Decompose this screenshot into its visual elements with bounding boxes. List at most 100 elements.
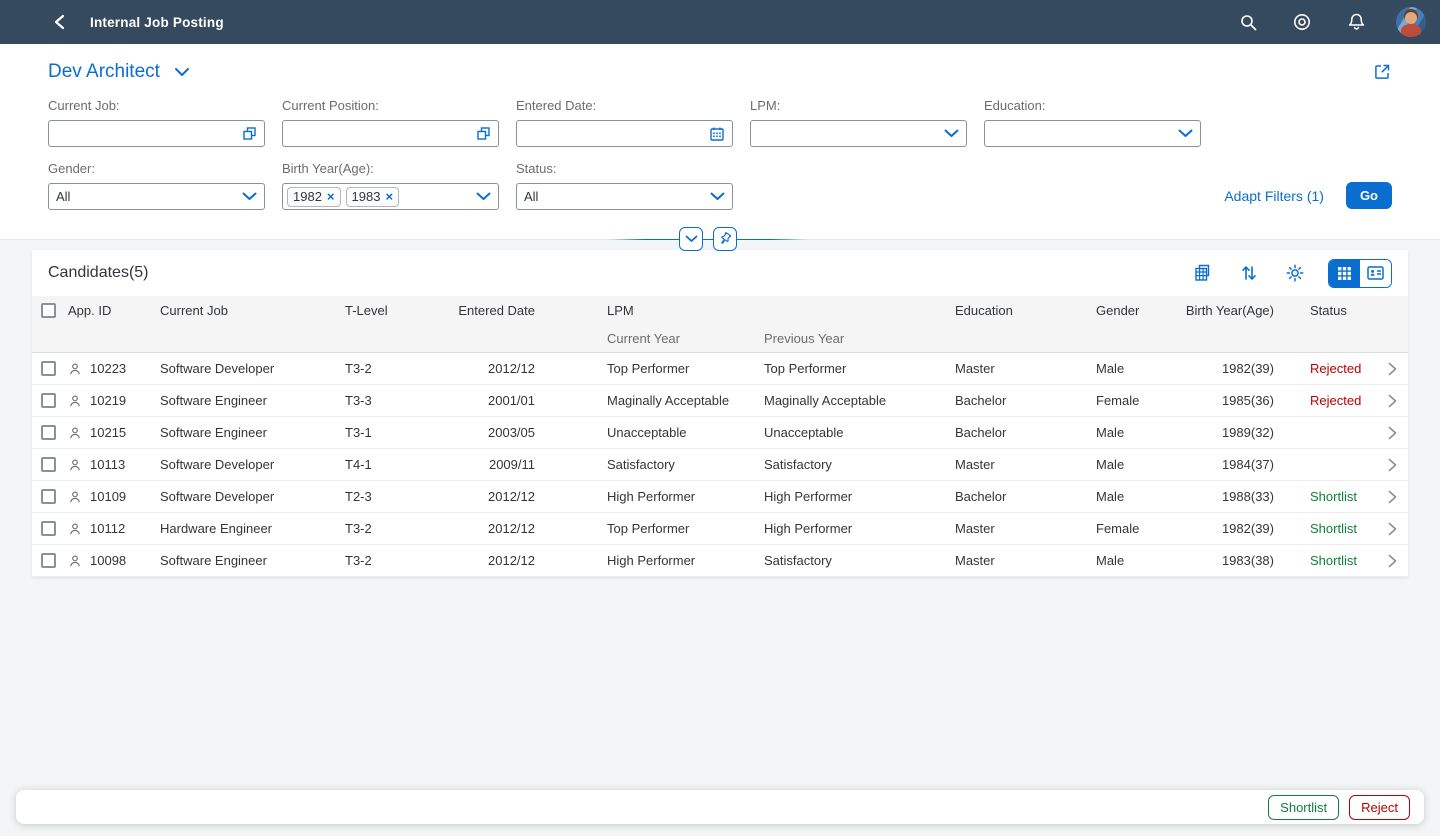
column-header-current-job[interactable]: Current Job [160, 302, 228, 318]
row-navigation-chevron[interactable] [1376, 481, 1408, 512]
cell-t-level: T2-3 [345, 489, 372, 504]
row-checkbox[interactable] [32, 417, 68, 448]
calendar-icon[interactable] [709, 126, 725, 142]
go-button[interactable]: Go [1345, 182, 1392, 209]
table-row[interactable]: 10112 Hardware Engineer T3-2 2012/12 Top Per… [32, 513, 1408, 545]
search-button[interactable] [1234, 8, 1262, 36]
table-title: Candidates(5) [48, 264, 149, 281]
row-checkbox[interactable] [32, 353, 68, 384]
table-row[interactable]: 10219 Software Engineer T3-3 2001/01 Maginal… [32, 385, 1408, 417]
cell-current-job: Software Engineer [160, 425, 267, 440]
chevron-down-icon [476, 192, 491, 201]
export-spreadsheet-icon [1193, 263, 1213, 283]
column-header-gender[interactable]: Gender [1096, 302, 1140, 318]
token-remove-icon[interactable]: × [385, 189, 394, 204]
row-checkbox[interactable] [32, 545, 68, 576]
birth-year-multicombobox[interactable]: 1982 × 1983 × [282, 183, 499, 210]
filter-status: Status: All [516, 161, 733, 210]
table-view-button[interactable] [1329, 259, 1360, 287]
column-header-t-level[interactable]: T-Level [345, 302, 388, 318]
subcolumn-header-previous-year: Previous Year [764, 330, 845, 346]
row-navigation-chevron[interactable] [1376, 545, 1408, 576]
gender-select[interactable]: All [48, 183, 265, 210]
table-row[interactable]: 10098 Software Engineer T3-2 2012/12 High Pe… [32, 545, 1408, 577]
cell-app-id: 10098 [90, 553, 127, 568]
cell-birth-year: 1988(33) [1221, 489, 1274, 504]
table-header: App. ID Current Job T-Level Entered Date… [32, 296, 1408, 353]
current-job-input[interactable] [48, 120, 265, 147]
token-1982: 1982 × [287, 186, 341, 207]
cell-status: Rejected [1310, 393, 1362, 408]
row-checkbox[interactable] [32, 481, 68, 512]
column-header-lpm[interactable]: LPM [607, 302, 634, 318]
education-select[interactable] [984, 120, 1201, 147]
table-row[interactable]: 10109 Software Developer T2-3 2012/12 High P… [32, 481, 1408, 513]
export-button[interactable] [1190, 260, 1216, 286]
cell-lpm-previous-year: Unacceptable [764, 425, 844, 440]
pin-icon [718, 232, 732, 246]
user-avatar[interactable] [1396, 7, 1426, 37]
cell-app-id: 10113 [90, 457, 126, 472]
row-checkbox[interactable] [32, 513, 68, 544]
filter-label: Gender: [48, 161, 95, 176]
select-all-checkbox[interactable] [32, 296, 68, 324]
row-navigation-chevron[interactable] [1376, 449, 1408, 480]
row-checkbox[interactable] [32, 449, 68, 480]
cell-lpm-current-year: Satisfactory [607, 457, 675, 472]
column-header-birth-year[interactable]: Birth Year(Age) [1185, 302, 1274, 318]
table-row[interactable]: 10113 Software Developer T4-1 2009/11 Satisf… [32, 449, 1408, 481]
cell-app-id: 10219 [90, 393, 127, 408]
card-view-button[interactable] [1360, 259, 1391, 287]
id-card-view-icon [1367, 266, 1384, 280]
shortlist-button[interactable]: Shortlist [1268, 794, 1340, 820]
notifications-button[interactable] [1342, 8, 1370, 36]
collapse-header-button[interactable] [679, 227, 703, 251]
person-icon [68, 362, 82, 376]
cell-birth-year: 1985(36) [1221, 393, 1274, 408]
sort-button[interactable] [1236, 260, 1262, 286]
copilot-icon [1292, 12, 1312, 32]
settings-button[interactable] [1282, 260, 1308, 286]
value-help-icon[interactable] [476, 126, 491, 141]
person-icon [68, 490, 82, 504]
cell-lpm-previous-year: Satisfactory [764, 457, 832, 472]
row-navigation-chevron[interactable] [1376, 513, 1408, 544]
person-icon [68, 522, 82, 536]
status-select[interactable]: All [516, 183, 733, 210]
sort-icon [1240, 263, 1258, 283]
row-checkbox[interactable] [32, 385, 68, 416]
filter-label: Current Position: [282, 98, 379, 113]
adapt-filters-link[interactable]: Adapt Filters (1) [1224, 187, 1324, 204]
entered-date-input[interactable] [516, 120, 733, 147]
table-row[interactable]: 10215 Software Engineer T3-1 2003/05 Unaccep… [32, 417, 1408, 449]
variant-chevron-down-icon[interactable] [174, 67, 190, 77]
cell-lpm-current-year: Top Performer [607, 361, 690, 376]
cell-lpm-current-year: High Performer [607, 553, 696, 568]
reject-button[interactable]: Reject [1349, 794, 1410, 820]
chevron-down-icon [1178, 129, 1193, 138]
back-chevron-icon [53, 14, 66, 30]
copilot-button[interactable] [1288, 8, 1316, 36]
column-header-entered-date[interactable]: Entered Date [458, 302, 535, 318]
row-navigation-chevron[interactable] [1376, 385, 1408, 416]
table-row[interactable]: 10223 Software Developer T3-2 2012/12 Top Pe… [32, 353, 1408, 385]
back-button[interactable] [44, 7, 74, 37]
lpm-select[interactable] [750, 120, 967, 147]
column-header-status[interactable]: Status [1310, 302, 1347, 318]
cell-lpm-current-year: High Performer [607, 489, 696, 504]
chevron-down-icon [944, 129, 959, 138]
cell-entered-date: 2012/12 [488, 489, 535, 504]
row-navigation-chevron[interactable] [1376, 417, 1408, 448]
value-help-icon[interactable] [242, 126, 257, 141]
current-position-input[interactable] [282, 120, 499, 147]
column-header-app-id[interactable]: App. ID [68, 302, 112, 318]
column-header-education[interactable]: Education [955, 302, 1013, 318]
status-select-value: All [524, 189, 539, 204]
row-navigation-chevron[interactable] [1376, 353, 1408, 384]
pin-header-button[interactable] [713, 227, 737, 251]
page-title[interactable]: Dev Architect [48, 61, 160, 82]
share-button[interactable] [1372, 62, 1392, 82]
token-remove-icon[interactable]: × [326, 189, 335, 204]
grid-view-icon [1337, 266, 1352, 281]
filter-label: Education: [984, 98, 1046, 113]
